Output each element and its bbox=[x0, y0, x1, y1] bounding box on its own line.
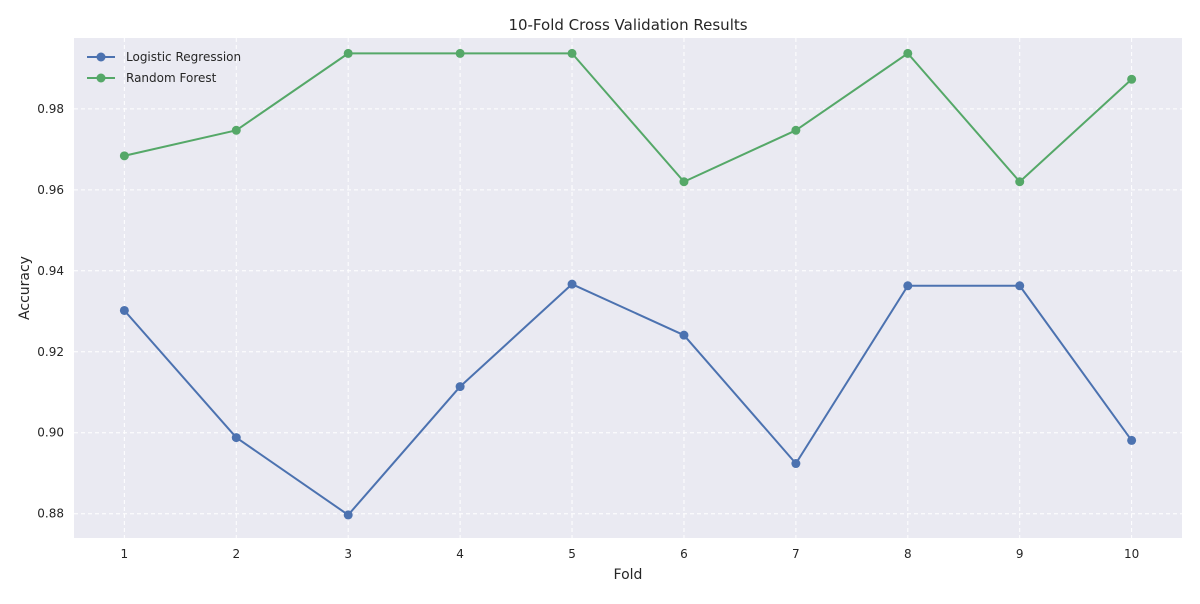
x-tick-label: 6 bbox=[680, 547, 688, 561]
chart-title: 10-Fold Cross Validation Results bbox=[508, 16, 747, 34]
legend-item: Random Forest bbox=[87, 71, 217, 85]
data-point bbox=[791, 125, 801, 135]
y-tick-label: 0.90 bbox=[37, 426, 64, 440]
data-point bbox=[455, 48, 465, 58]
series-line bbox=[124, 52, 1133, 183]
data-point bbox=[567, 279, 577, 289]
data-point bbox=[343, 510, 353, 520]
x-axis-ticks: 1 2 3 4 5 6 7 8 9 10 bbox=[121, 547, 1140, 561]
plot-area bbox=[74, 38, 1182, 538]
y-tick-label: 0.94 bbox=[37, 264, 64, 278]
legend-item: Logistic Regression bbox=[87, 50, 241, 64]
data-point bbox=[1127, 435, 1137, 445]
data-point bbox=[119, 151, 129, 161]
series-line bbox=[123, 283, 1133, 516]
data-point bbox=[231, 125, 241, 135]
data-point bbox=[567, 48, 577, 58]
y-tick-label: 0.88 bbox=[37, 507, 64, 521]
y-tick-label: 0.96 bbox=[37, 183, 64, 197]
series-group bbox=[119, 48, 1137, 520]
data-point bbox=[791, 459, 801, 469]
data-point bbox=[119, 305, 129, 315]
grid bbox=[74, 38, 1182, 538]
x-tick-label: 2 bbox=[232, 547, 240, 561]
data-point bbox=[1127, 74, 1137, 84]
legend-marker bbox=[96, 73, 106, 83]
y-axis-ticks: 0.88 0.90 0.92 0.94 0.96 0.98 bbox=[37, 102, 64, 521]
data-point bbox=[231, 433, 241, 443]
legend-marker bbox=[96, 52, 106, 62]
x-tick-label: 1 bbox=[121, 547, 129, 561]
x-tick-label: 4 bbox=[456, 547, 464, 561]
series-0 bbox=[119, 279, 1137, 520]
x-tick-label: 9 bbox=[1016, 547, 1024, 561]
data-point bbox=[455, 382, 465, 392]
legend-label: Random Forest bbox=[126, 71, 217, 85]
data-point bbox=[1015, 177, 1025, 187]
x-tick-label: 5 bbox=[568, 547, 576, 561]
y-tick-label: 0.98 bbox=[37, 102, 64, 116]
x-tick-label: 8 bbox=[904, 547, 912, 561]
data-point bbox=[343, 48, 353, 58]
x-tick-label: 3 bbox=[344, 547, 352, 561]
data-point bbox=[903, 48, 913, 58]
x-tick-label: 7 bbox=[792, 547, 800, 561]
x-axis-label: Fold bbox=[614, 567, 643, 583]
data-point bbox=[679, 177, 689, 187]
legend-label: Logistic Regression bbox=[126, 50, 241, 64]
y-axis-label: Accuracy bbox=[17, 256, 33, 320]
legend: Logistic Regression Random Forest bbox=[87, 50, 241, 85]
series-1 bbox=[119, 48, 1137, 187]
data-point bbox=[679, 330, 689, 340]
x-tick-label: 10 bbox=[1124, 547, 1139, 561]
y-tick-label: 0.92 bbox=[37, 345, 64, 359]
data-point bbox=[903, 281, 913, 291]
data-point bbox=[1015, 281, 1025, 291]
